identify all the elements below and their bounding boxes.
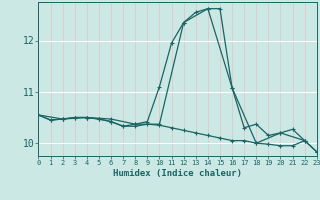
X-axis label: Humidex (Indice chaleur): Humidex (Indice chaleur) xyxy=(113,169,242,178)
